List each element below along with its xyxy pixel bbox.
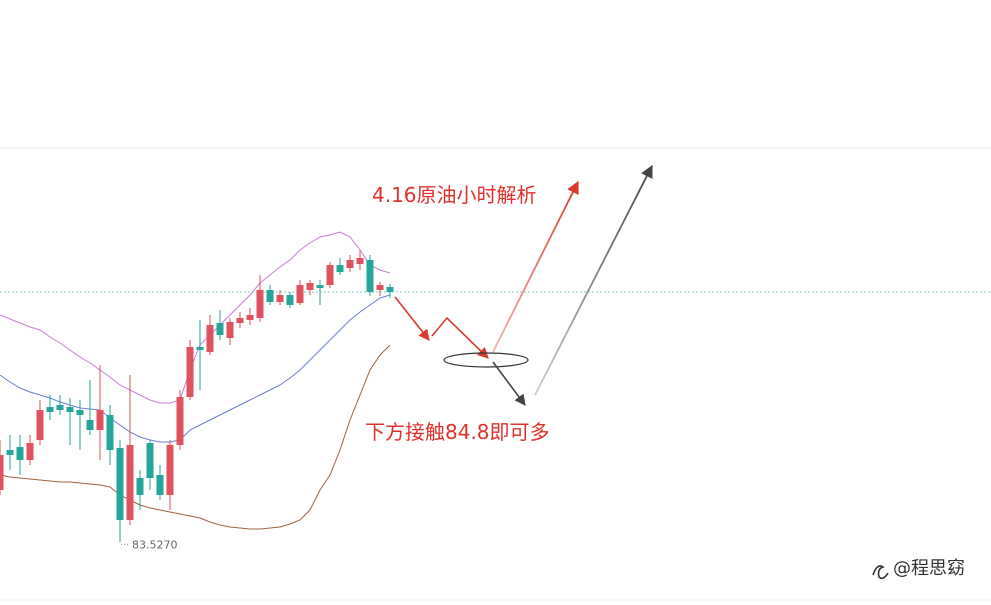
ellipse (443, 352, 529, 368)
candle-body (66, 407, 74, 412)
candle-body (266, 290, 274, 302)
candle-body (0, 455, 4, 490)
low-label: 83.5270 (132, 538, 178, 551)
watermark: @程思窈 (872, 558, 965, 580)
forecast-arrows (394, 164, 653, 406)
candle-body (136, 478, 144, 495)
candle-body (206, 325, 214, 352)
candle-body (76, 410, 84, 415)
candle-body (226, 322, 234, 338)
candle-body (176, 397, 184, 445)
band-line (0, 231, 391, 404)
candle-body (316, 285, 324, 288)
candle-body (116, 448, 124, 520)
candle-body (376, 285, 384, 290)
candle-body (36, 410, 44, 440)
candle-body (96, 410, 104, 430)
candle-body (366, 260, 374, 292)
candle-body (146, 443, 154, 478)
candle-body (126, 445, 134, 520)
candle-body (196, 347, 204, 350)
candle-body (46, 407, 54, 412)
candle-body (256, 290, 264, 318)
candle-body (296, 285, 304, 303)
watermark-text: @程思窈 (893, 558, 965, 579)
candle-body (236, 318, 244, 323)
candle-body (216, 323, 224, 335)
annotation: 下方接触84.8即可多 (365, 420, 550, 444)
candle-body (326, 265, 334, 285)
band-line (0, 344, 391, 530)
candle-body (246, 315, 254, 320)
candle-body (276, 295, 284, 302)
arrow (492, 180, 579, 353)
candle-body (336, 265, 344, 272)
annotation: 4.16原油小时解析 (372, 183, 537, 207)
arrow (534, 164, 653, 396)
arrow (394, 296, 430, 341)
candle-body (86, 420, 94, 430)
candle-body (56, 405, 64, 410)
candle-body (156, 475, 164, 495)
candle-body (286, 295, 294, 305)
arrow (492, 361, 526, 406)
candle-body (346, 260, 354, 268)
candle-body (356, 258, 364, 264)
candle-body (6, 450, 14, 455)
band-line (0, 294, 391, 443)
arrow (431, 316, 489, 359)
candle-body (166, 445, 174, 495)
candle-body (26, 443, 34, 460)
candle-body (386, 287, 394, 292)
candle-body (186, 347, 194, 397)
plot: 83.5270 (0, 231, 991, 551)
watermark-icon (872, 565, 889, 580)
candle-body (16, 447, 24, 460)
candle-body (106, 415, 114, 450)
candle-body (306, 283, 314, 290)
